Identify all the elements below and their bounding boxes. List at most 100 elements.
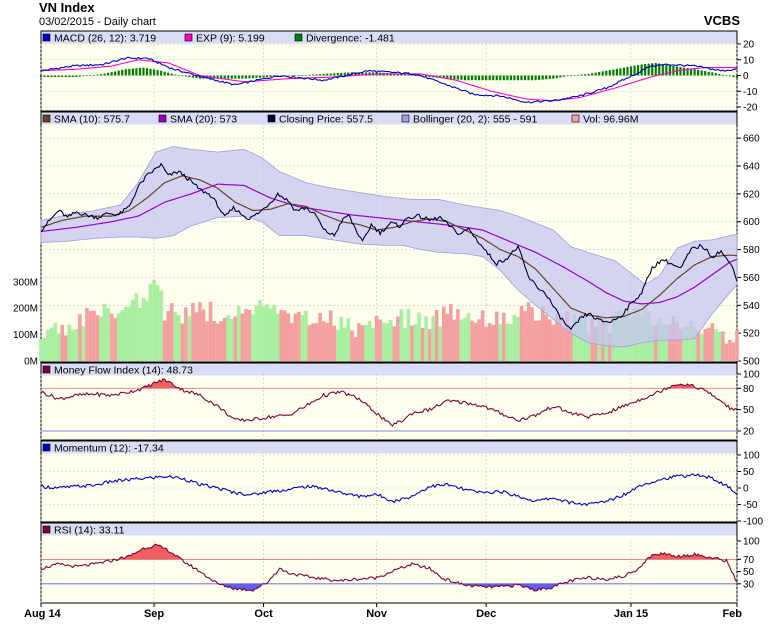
volume-bar — [49, 327, 54, 361]
divergence-bar — [400, 73, 403, 76]
divergence-bar — [569, 75, 573, 77]
volume-bar — [321, 321, 326, 361]
divergence-bar — [82, 75, 85, 77]
divergence-bar — [587, 73, 590, 76]
volume-bar — [735, 330, 739, 361]
volume-bar — [304, 310, 308, 361]
volume-bar — [258, 299, 262, 361]
panel-background — [40, 440, 738, 523]
volume-bar — [555, 313, 559, 361]
volume-bar — [60, 324, 64, 361]
divergence-bar — [439, 75, 442, 79]
volume-bar — [353, 337, 358, 361]
volume-bar — [685, 325, 690, 361]
volume-bar — [70, 330, 75, 361]
volume-tick-label: 0M — [24, 357, 38, 368]
divergence-bar — [266, 75, 269, 78]
y-tick-label: 80 — [743, 384, 755, 395]
divergence-bar — [615, 68, 618, 76]
divergence-bar — [364, 72, 368, 76]
volume-bar — [420, 327, 425, 361]
y-tick-label: -20 — [743, 103, 758, 114]
volume-bar — [314, 323, 319, 361]
divergence-bar — [686, 68, 689, 76]
volume-bar — [268, 308, 273, 361]
divergence-bar — [57, 75, 60, 78]
volume-bar — [39, 339, 43, 361]
divergence-bar — [205, 75, 209, 79]
volume-bar — [692, 326, 697, 361]
divergence-bar — [304, 74, 308, 76]
divergence-bar — [138, 67, 142, 76]
divergence-bar — [152, 69, 156, 76]
volume-bar — [194, 312, 199, 361]
volume-bar — [484, 326, 488, 361]
volume-bar — [650, 325, 655, 361]
divergence-bar — [121, 69, 124, 76]
divergence-bar — [576, 74, 580, 76]
volume-bar — [498, 324, 503, 361]
divergence-bar — [693, 69, 696, 76]
panel-price: SMA (10): 575.7 SMA (20): 573 Closing Pric… — [13, 111, 760, 368]
divergence-bar — [258, 75, 262, 78]
volume-tick-label: 200M — [13, 304, 38, 315]
volume-bar — [427, 329, 432, 361]
volume-bar — [120, 310, 125, 361]
volume-bar — [63, 335, 68, 361]
volume-bar — [343, 327, 347, 361]
volume-bar — [53, 323, 57, 361]
y-tick-label: 50 — [743, 567, 755, 578]
maroon-square-icon — [42, 365, 51, 374]
divergence-bar — [248, 75, 251, 79]
y-tick-label: 540 — [743, 301, 760, 312]
volume-bar — [434, 309, 439, 361]
divergence-bar — [191, 75, 195, 78]
divergence-bar — [668, 65, 671, 76]
y-tick-label: 50 — [743, 467, 755, 478]
divergence-bar — [357, 72, 361, 76]
volume-bar — [237, 306, 241, 361]
volume-bar — [265, 304, 269, 361]
legend-label: RSI (14): 33.11 — [54, 525, 125, 537]
divergence-bar — [541, 75, 544, 80]
divergence-bar — [333, 73, 336, 76]
volume-bar — [456, 309, 460, 361]
volume-bar — [653, 325, 658, 361]
divergence-bar — [672, 66, 675, 76]
volume-bar — [473, 322, 478, 361]
volume-bar — [141, 298, 146, 361]
divergence-bar — [605, 70, 608, 76]
volume-bar — [131, 299, 135, 361]
divergence-bar — [573, 75, 576, 76]
volume-bar — [247, 309, 252, 361]
volume-bar — [445, 313, 450, 361]
divergence-bar — [202, 75, 205, 79]
brown-square-icon — [42, 114, 51, 123]
volume-bar — [480, 310, 485, 361]
divergence-bar — [492, 75, 495, 81]
divergence-bar — [417, 75, 421, 77]
divergence-bar — [156, 70, 159, 76]
divergence-bar — [75, 75, 78, 78]
divergence-bar — [453, 75, 456, 80]
volume-bar — [403, 327, 407, 361]
divergence-bar — [319, 74, 322, 76]
divergence-bar — [555, 75, 558, 79]
divergence-bar — [131, 68, 134, 76]
divergence-bar — [46, 75, 50, 78]
divergence-bar — [237, 75, 240, 79]
divergence-bar — [552, 75, 555, 79]
y-tick-label: 100 — [743, 537, 760, 548]
volume-bar — [661, 324, 665, 361]
volume-bar — [523, 311, 527, 361]
divergence-bar — [414, 75, 417, 76]
volume-bar — [219, 321, 223, 361]
divergence-bar — [326, 73, 329, 76]
divergence-bar — [174, 74, 177, 76]
volume-bar — [357, 323, 361, 361]
divergence-bar — [721, 74, 724, 76]
divergence-bar — [682, 67, 686, 76]
y-tick-label: 620 — [743, 189, 760, 200]
divergence-bar — [580, 74, 583, 76]
divergence-bar — [50, 75, 53, 78]
